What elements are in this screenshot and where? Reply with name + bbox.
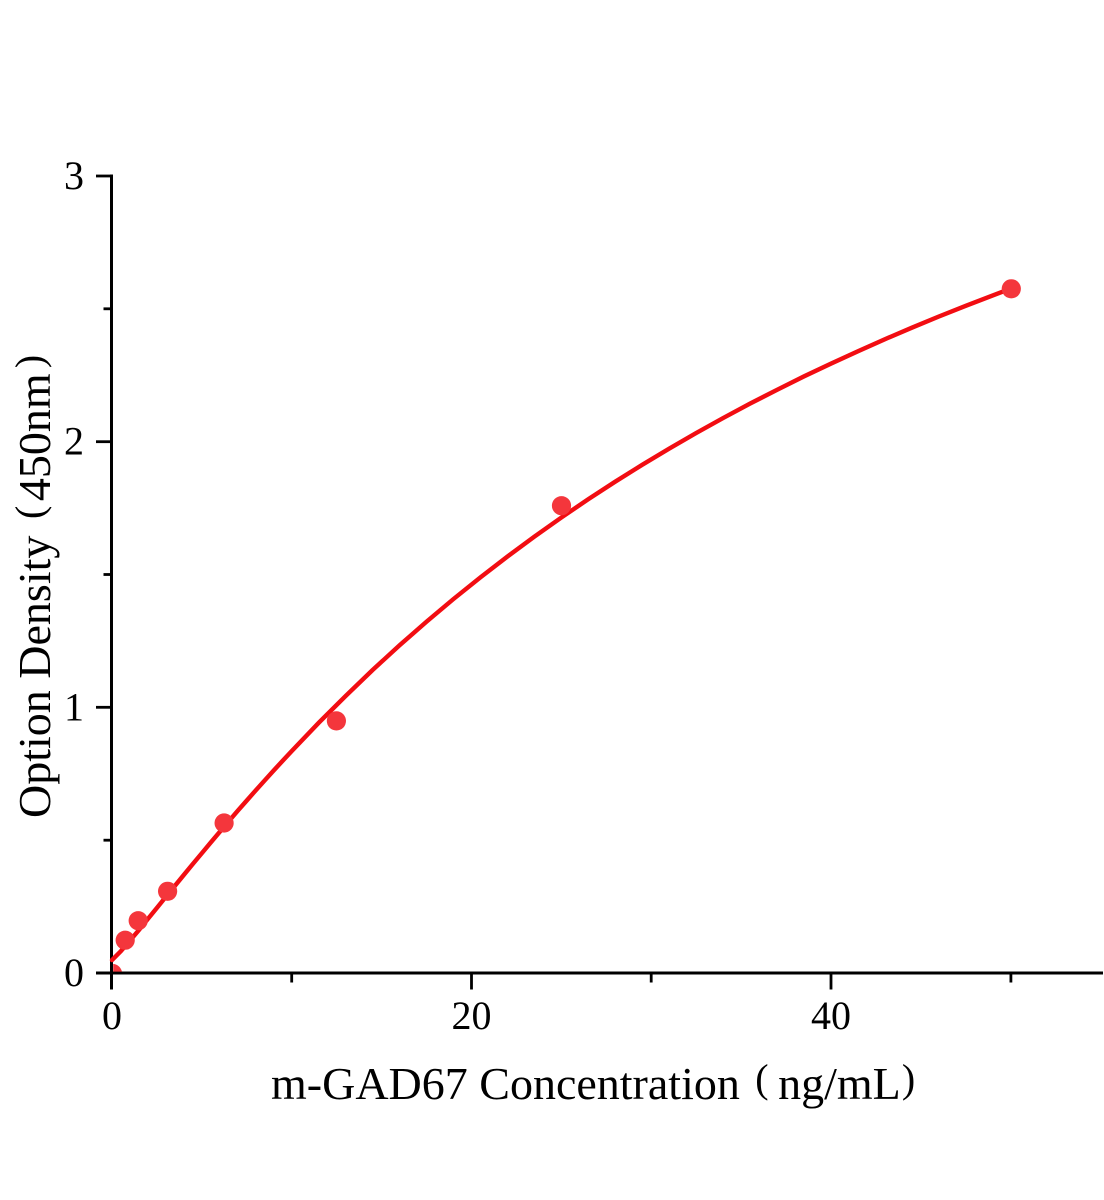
svg-text:0: 0 <box>64 950 84 995</box>
svg-text:20: 20 <box>452 993 492 1038</box>
svg-text:40: 40 <box>811 993 851 1038</box>
svg-text:Option Density(450nm): Option Density(450nm) <box>7 355 60 818</box>
svg-text:0: 0 <box>102 993 122 1038</box>
svg-text:2: 2 <box>64 419 84 464</box>
svg-text:1: 1 <box>64 684 84 729</box>
svg-text:3: 3 <box>64 153 84 198</box>
svg-text:m-GAD67 Concentration(ng/mL): m-GAD67 Concentration(ng/mL) <box>271 1056 915 1109</box>
